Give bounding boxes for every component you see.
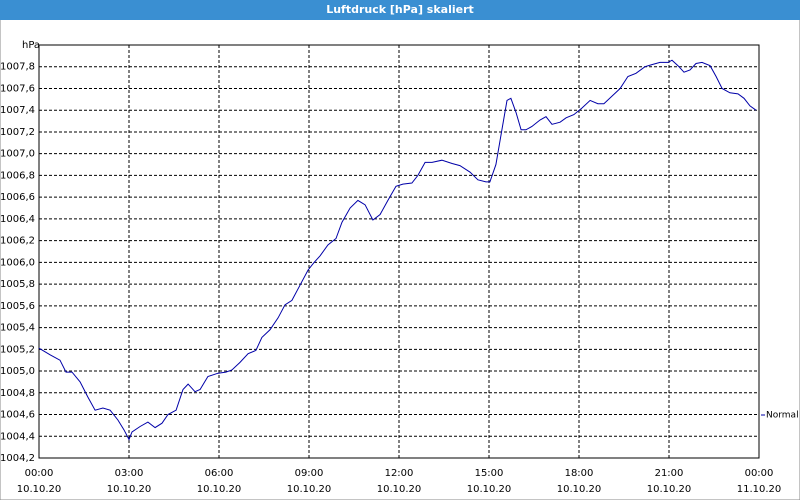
- y-tick-label: 1006,8: [0, 170, 35, 181]
- y-tick-label: 1004,2: [0, 453, 35, 464]
- x-tick-label: 21:00: [655, 468, 684, 479]
- title-bar: [0, 0, 800, 20]
- x-tick-label: 06:00: [205, 468, 234, 479]
- data-line: [38, 59, 757, 441]
- y-tick-label: 1006,4: [0, 214, 35, 225]
- y-tick-label: 1004,8: [0, 388, 35, 399]
- x-tick-date: 10.10.20: [467, 484, 512, 495]
- x-tick-label: 15:00: [475, 468, 504, 479]
- y-tick-label: 1006,2: [0, 236, 35, 247]
- y-tick-label: 1005,0: [0, 366, 35, 377]
- y-tick-label: 1006,6: [0, 192, 35, 203]
- x-tick-label: 18:00: [565, 468, 594, 479]
- x-tick-date: 10.10.20: [647, 484, 692, 495]
- x-tick-label: 09:00: [295, 468, 324, 479]
- y-tick-label: 1005,2: [0, 344, 35, 355]
- y-tick-label: 1005,6: [0, 301, 35, 312]
- legend-label: Normal: [766, 411, 799, 421]
- x-tick-date: 10.10.20: [17, 484, 62, 495]
- y-tick-label: 1007,0: [0, 149, 35, 160]
- y-tick-label: 1005,8: [0, 279, 35, 290]
- y-unit: hPa: [22, 40, 40, 51]
- x-tick-date: 11.10.20: [737, 484, 782, 495]
- y-tick-label: 1007,2: [0, 127, 35, 138]
- x-tick-date: 10.10.20: [377, 484, 422, 495]
- x-tick-label: 00:00: [25, 468, 54, 479]
- x-tick-label: 03:00: [115, 468, 144, 479]
- y-tick-label: 1007,8: [0, 62, 35, 73]
- y-tick-label: 1005,4: [0, 323, 35, 334]
- y-tick-label: 1006,0: [0, 257, 35, 268]
- x-tick-label: 12:00: [385, 468, 414, 479]
- y-tick-label: 1004,4: [0, 431, 35, 442]
- y-tick-label: 1007,6: [0, 83, 35, 94]
- x-tick-date: 10.10.20: [107, 484, 152, 495]
- y-tick-label: 1007,4: [0, 105, 35, 116]
- chart-title: Luftdruck [hPa] skaliert: [326, 3, 474, 16]
- y-tick-label: 1004,6: [0, 410, 35, 421]
- x-tick-date: 10.10.20: [557, 484, 602, 495]
- x-tick-date: 10.10.20: [197, 484, 242, 495]
- x-tick-label: 00:00: [745, 468, 774, 479]
- x-tick-date: 10.10.20: [287, 484, 332, 495]
